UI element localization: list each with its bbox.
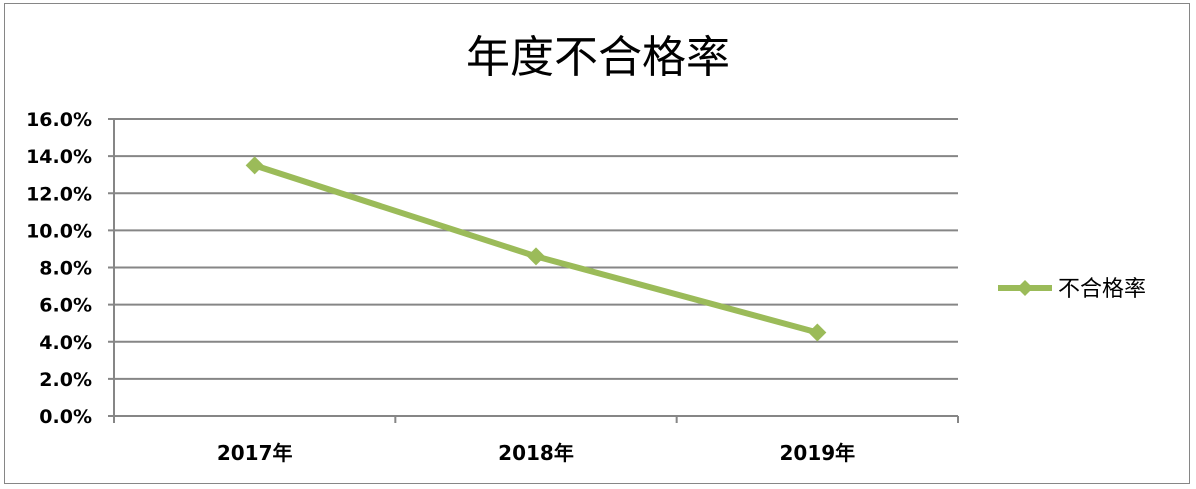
y-tick-label: 10.0%	[26, 220, 92, 242]
data-point-marker	[527, 247, 545, 266]
y-tick-label: 8.0%	[39, 258, 92, 280]
x-tick-label: 2019年	[779, 441, 855, 465]
y-tick-label: 6.0%	[39, 295, 92, 317]
y-tick-label: 14.0%	[26, 146, 92, 168]
y-tick-label: 0.0%	[39, 406, 92, 428]
y-tick-label: 12.0%	[26, 183, 92, 205]
data-point-marker	[245, 156, 264, 175]
y-tick-label: 4.0%	[39, 332, 92, 354]
legend-label: 不合格率	[1058, 277, 1146, 302]
y-tick-label: 2.0%	[39, 369, 92, 391]
x-tick-label: 2018年	[498, 441, 574, 465]
data-point-marker	[808, 323, 827, 342]
chart-title: 年度不合格率	[466, 32, 730, 83]
chart-frame	[4, 3, 1190, 484]
legend-marker	[1017, 280, 1033, 296]
y-tick-label: 16.0%	[26, 109, 92, 131]
x-tick-label: 2017年	[217, 441, 293, 465]
